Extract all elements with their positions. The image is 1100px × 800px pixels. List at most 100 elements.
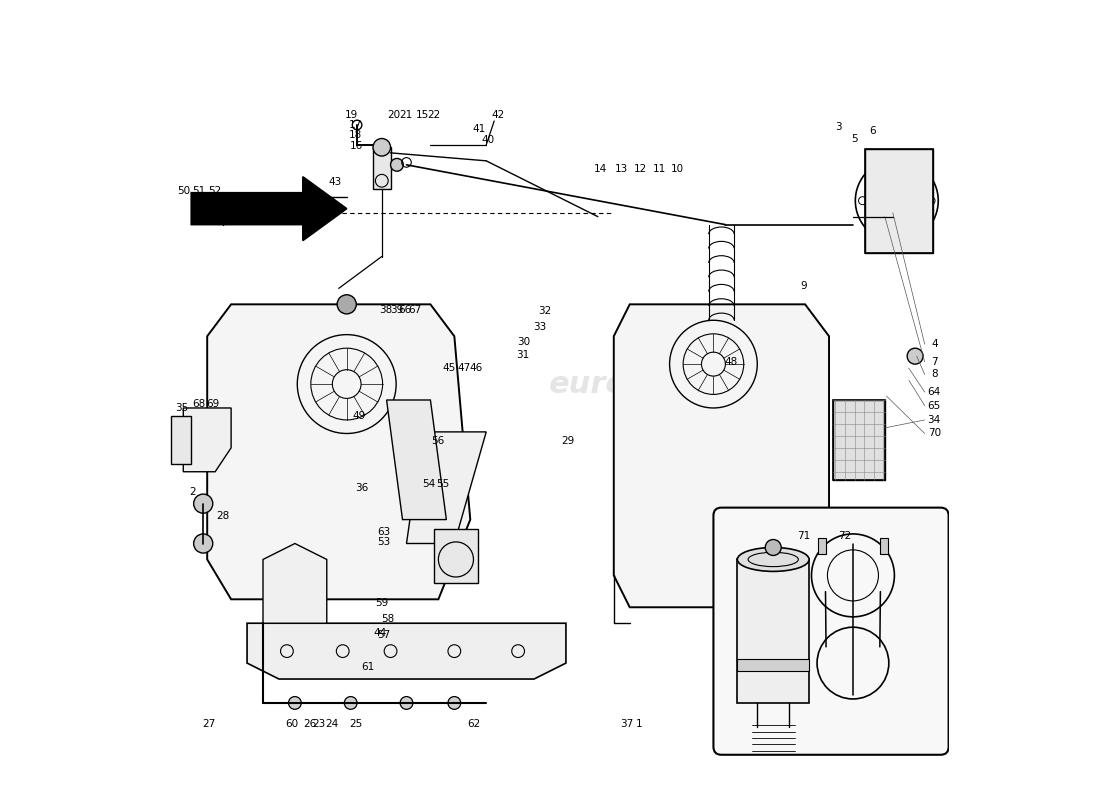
Text: 69: 69 [206,399,219,409]
Text: 3: 3 [835,122,842,131]
Text: 65: 65 [927,401,940,410]
Polygon shape [184,408,231,472]
Text: 54: 54 [422,478,436,489]
Circle shape [390,158,404,171]
Bar [737,659,810,671]
Circle shape [448,697,461,710]
Text: 44: 44 [374,628,387,638]
Text: 60: 60 [285,719,298,730]
Text: 30: 30 [517,337,530,347]
Text: 42: 42 [492,110,505,119]
Circle shape [288,697,301,710]
Text: 11: 11 [652,164,666,174]
Text: 49: 49 [353,411,366,421]
Text: 67: 67 [408,305,421,315]
Text: 72: 72 [838,530,851,541]
Text: 52: 52 [208,186,221,196]
Text: 59: 59 [375,598,388,608]
Text: 38: 38 [379,305,393,315]
Text: 18: 18 [349,130,362,140]
Text: 2: 2 [189,486,196,497]
Bar [833,400,884,480]
Text: 40: 40 [482,135,494,145]
Text: 29: 29 [562,437,575,446]
Text: 70: 70 [927,429,940,438]
Text: 7: 7 [931,357,937,366]
Bar [818,538,826,554]
Text: 43: 43 [329,178,342,187]
Text: 68: 68 [192,399,206,409]
Bar [172,416,191,464]
Circle shape [400,697,412,710]
Text: 33: 33 [534,322,547,332]
Text: 14: 14 [594,164,607,174]
Bar [373,147,390,189]
Text: 41: 41 [472,124,486,134]
Text: 63: 63 [377,526,390,537]
Text: 58: 58 [381,614,394,624]
Bar [737,559,810,703]
Text: 31: 31 [516,350,529,359]
Circle shape [882,186,911,215]
Text: 15: 15 [416,110,429,119]
Text: 64: 64 [927,387,940,397]
Text: 32: 32 [539,306,552,316]
Text: 62: 62 [468,719,481,730]
Bar [833,400,884,480]
FancyBboxPatch shape [714,508,948,754]
Text: 51: 51 [191,186,205,196]
Text: 8: 8 [931,370,937,379]
Text: 39: 39 [390,305,404,315]
Text: 24: 24 [326,719,339,730]
Bar [880,538,888,554]
Text: eurospares: eurospares [230,370,424,398]
Text: 45: 45 [443,363,456,373]
Circle shape [766,539,781,555]
Bar [865,149,933,253]
Text: 37: 37 [620,719,634,730]
Polygon shape [386,400,447,519]
Text: 35: 35 [175,403,188,413]
Text: 21: 21 [399,110,412,119]
Text: 6: 6 [870,126,877,135]
Text: 57: 57 [377,630,390,640]
Text: 5: 5 [851,134,858,144]
Text: 16: 16 [350,142,363,151]
Circle shape [373,138,390,156]
Polygon shape [207,304,471,599]
Text: 71: 71 [796,530,810,541]
Text: 23: 23 [312,719,326,730]
Text: 13: 13 [614,164,628,174]
Text: 36: 36 [355,482,368,493]
Text: 50: 50 [177,186,190,196]
Text: 26: 26 [304,719,317,730]
Circle shape [344,697,358,710]
Circle shape [908,348,923,364]
Polygon shape [248,623,565,679]
Circle shape [194,534,212,553]
Text: 48: 48 [724,357,738,366]
Polygon shape [407,432,486,543]
Polygon shape [614,304,829,607]
Ellipse shape [737,547,810,571]
Text: 1: 1 [636,719,642,730]
Text: 61: 61 [362,662,375,672]
Text: 47: 47 [458,363,471,373]
Text: 46: 46 [470,363,483,373]
Text: 10: 10 [671,164,684,174]
Text: eurospares: eurospares [549,370,742,398]
Text: 22: 22 [427,110,440,119]
Text: 28: 28 [217,510,230,521]
Polygon shape [263,543,327,623]
Polygon shape [191,177,346,241]
Text: 4: 4 [931,339,937,349]
Text: 34: 34 [927,415,940,425]
Text: 25: 25 [350,719,363,730]
Bar [865,149,933,253]
Text: 27: 27 [202,719,216,730]
Text: 17: 17 [349,120,362,130]
Circle shape [194,494,212,514]
Bar [434,529,478,583]
Circle shape [337,294,356,314]
Text: 56: 56 [431,437,444,446]
